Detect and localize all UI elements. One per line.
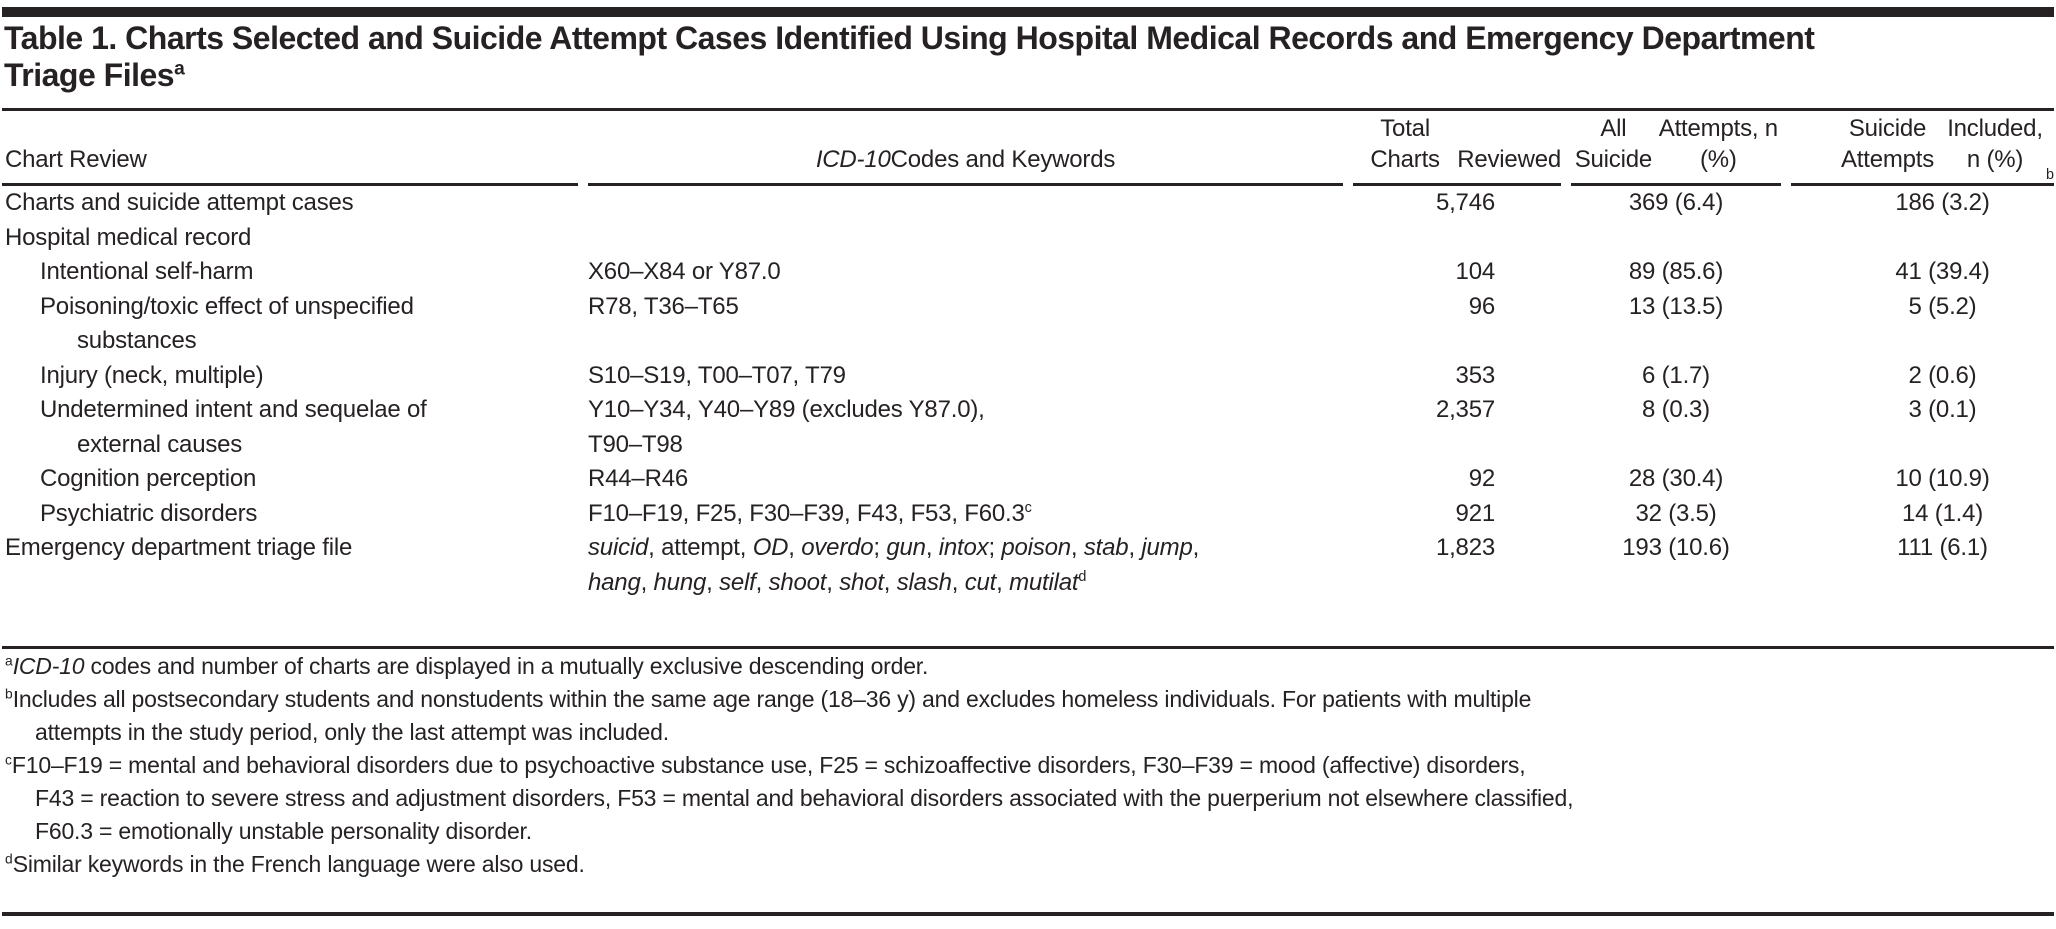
footnotes: aICD-10 codes and number of charts are d… xyxy=(2,650,2052,881)
column-header-all-attempts: All Suicide Attempts, n (%) xyxy=(1571,113,1781,186)
row-label: Poisoning/toxic effect of unspecified sub… xyxy=(40,292,414,355)
footnote-c-cont-1: F43 = reaction to severe stress and adju… xyxy=(35,785,1574,811)
row-codes: F10–F19, F25, F30–F39, F43, F53, F60.3c xyxy=(588,499,1032,527)
cell-included: 2 (0.6) xyxy=(1908,361,1977,389)
row-codes: Y10–Y34, Y40–Y89 (excludes Y87.0), T90–T9… xyxy=(588,396,985,458)
row-codes: X60–X84 or Y87.0 xyxy=(588,258,781,285)
row-label: Undetermined intent and sequelae of exter… xyxy=(40,396,427,458)
cell-all: 89 (85.6) xyxy=(1628,258,1724,285)
cell-included xyxy=(1791,221,2054,256)
row-codes: R44–R46 xyxy=(588,465,689,492)
cell-total: 1,823 xyxy=(1435,534,1495,561)
cell-total: 92 xyxy=(1468,465,1495,492)
cell-included: 5 (5.2) xyxy=(1908,292,1977,320)
cell-all: 32 (3.5) xyxy=(1635,499,1717,527)
rule-under-title xyxy=(2,108,2054,111)
cell-total: 2,357 xyxy=(1435,396,1495,423)
footnote-a: aICD-10 codes and number of charts are d… xyxy=(5,653,929,679)
row-label: Hospital medical record xyxy=(5,223,252,251)
row-codes: suicid, attempt, OD, overdo; gun, intox;… xyxy=(588,534,1200,596)
row-codes: R78, T36–T65 xyxy=(588,292,739,320)
cell-included: 41 (39.4) xyxy=(1895,258,1990,285)
cell-included: 186 (3.2) xyxy=(1895,189,1990,216)
bottom-rule-bar xyxy=(2,912,2054,916)
row-label: Charts and suicide attempt cases xyxy=(5,189,354,216)
cell-included: 10 (10.9) xyxy=(1895,465,1990,492)
cell-all: 6 (1.7) xyxy=(1642,361,1710,389)
row-codes xyxy=(588,186,1343,221)
footnote-b-cont: attempts in the study period, only the l… xyxy=(35,719,669,745)
row-label: Cognition perception xyxy=(40,465,257,492)
cell-total: 104 xyxy=(1455,258,1496,285)
column-header-attempts-included: Suicide Attempts Included, n (%) b xyxy=(1791,113,2054,186)
cell-total: 353 xyxy=(1455,361,1496,389)
cell-total: 5,746 xyxy=(1435,189,1495,216)
top-rule-bar xyxy=(2,7,2054,17)
rule-above-footnotes xyxy=(2,646,2054,649)
row-codes: S10–S19, T00–T07, T79 xyxy=(588,361,846,389)
data-table: Chart Review ICD-10 Codes and Keywords T… xyxy=(2,113,2054,600)
cell-total xyxy=(1353,221,1561,256)
cell-all xyxy=(1571,221,1781,256)
row-label: Intentional self-harm xyxy=(40,258,254,285)
footnote-b: bIncludes all postsecondary students and… xyxy=(5,686,1532,712)
cell-all: 193 (10.6) xyxy=(1622,534,1730,561)
cell-all: 13 (13.5) xyxy=(1628,292,1724,320)
row-label: Injury (neck, multiple) xyxy=(40,361,264,389)
footnote-c-cont-2: F60.3 = emotionally unstable personality… xyxy=(35,818,532,844)
cell-total: 96 xyxy=(1468,292,1495,320)
cell-all: 369 (6.4) xyxy=(1628,189,1724,216)
cell-total: 921 xyxy=(1455,499,1496,527)
cell-included: 111 (6.1) xyxy=(1897,534,1988,561)
footnote-d: dSimilar keywords in the French language… xyxy=(5,851,585,877)
column-header-total-charts: Total Charts Reviewed xyxy=(1353,113,1561,186)
cell-all: 8 (0.3) xyxy=(1642,396,1710,423)
table-title: Table 1. Charts Selected and Suicide Att… xyxy=(4,20,1815,93)
row-label: Emergency department triage file xyxy=(5,534,353,561)
row-label: Psychiatric disorders xyxy=(40,499,258,527)
cell-included: 14 (1.4) xyxy=(1901,499,1984,527)
cell-all: 28 (30.4) xyxy=(1628,465,1724,492)
row-codes xyxy=(588,221,1343,256)
column-header-chart-review: Chart Review xyxy=(2,113,578,186)
cell-included: 3 (0.1) xyxy=(1908,396,1977,423)
footnote-c: cF10–F19 = mental and behavioral disorde… xyxy=(5,752,1526,778)
column-header-codes-keywords: ICD-10 Codes and Keywords xyxy=(588,113,1343,186)
